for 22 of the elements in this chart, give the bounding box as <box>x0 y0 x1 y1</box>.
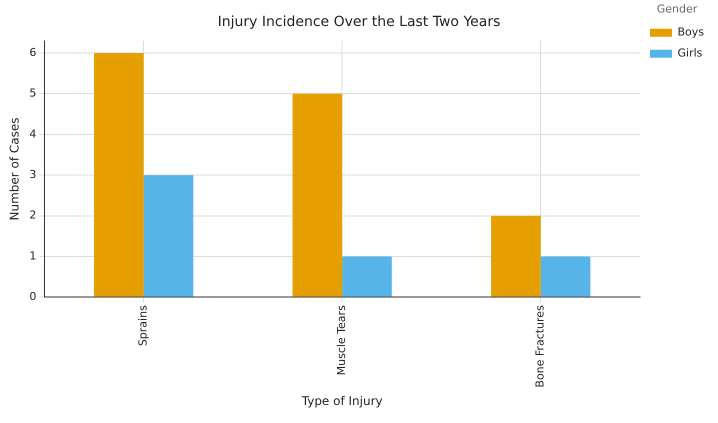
bar <box>292 94 342 297</box>
legend-label: Girls <box>677 46 703 60</box>
bar <box>144 175 194 297</box>
y-tick-label: 2 <box>29 208 36 222</box>
bar <box>491 216 541 297</box>
bar <box>342 256 392 297</box>
y-tick-label: 0 <box>29 290 36 304</box>
y-axis-title: Number of Cases <box>7 117 22 221</box>
bar <box>94 53 144 297</box>
y-tick-label: 4 <box>29 127 36 140</box>
x-axis-title: Type of Injury <box>300 394 383 408</box>
x-tick-label: Muscle Tears <box>335 304 348 376</box>
y-tick-label: 6 <box>29 46 36 59</box>
chart-title: Injury Incidence Over the Last Two Years <box>218 14 500 30</box>
x-tick-label: Bone Fractures <box>534 304 547 388</box>
y-tick-label: 3 <box>29 168 36 181</box>
y-tick-label: 1 <box>29 249 36 262</box>
bar <box>540 256 590 297</box>
x-tick-label: Sprains <box>136 304 150 346</box>
y-tick-label: 5 <box>29 86 36 100</box>
legend-title: Gender <box>656 2 698 16</box>
legend-label: Boys <box>677 26 704 39</box>
